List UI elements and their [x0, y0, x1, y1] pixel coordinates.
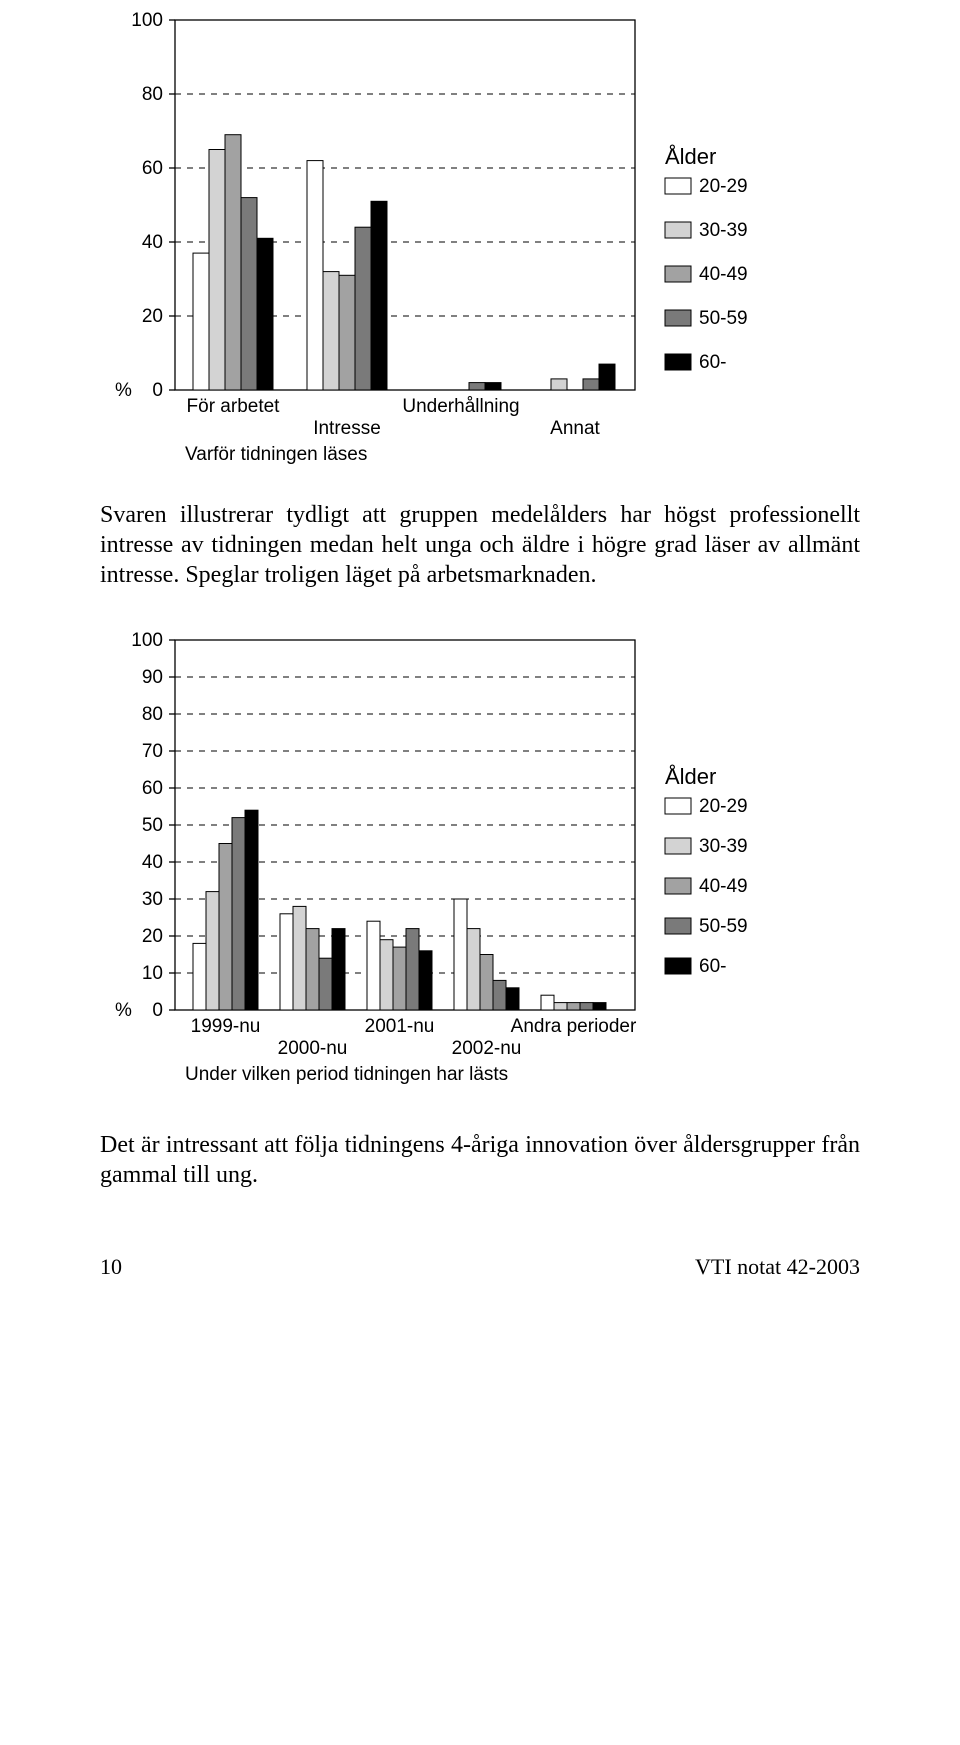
svg-text:30-39: 30-39	[699, 220, 748, 241]
svg-text:Varför tidningen läses: Varför tidningen läses	[185, 444, 367, 465]
chart-2-period-read: 0 10 20 30 40 50 60 70 80 90 100% 1999-nu 2000-nu 200…	[100, 630, 860, 1110]
svg-text:50-59: 50-59	[699, 308, 748, 329]
svg-text:40: 40	[142, 852, 163, 873]
svg-text:40-49: 40-49	[699, 264, 748, 285]
svg-text:2000-nu: 2000-nu	[278, 1038, 348, 1059]
paragraph-2: Det är intressant att följa tidningens 4…	[100, 1130, 860, 1190]
page-footer: 10 VTI notat 42-2003	[0, 1254, 960, 1310]
doc-reference: VTI notat 42-2003	[695, 1254, 860, 1280]
svg-text:1999-nu: 1999-nu	[191, 1016, 261, 1037]
svg-text:60: 60	[142, 778, 163, 799]
chart-1-why-read: 0 20 40 60 80 100% För arbetet Intresse Underhål…	[100, 10, 860, 480]
paragraph-1: Svaren illustrerar tydligt att gruppen m…	[100, 500, 860, 590]
svg-text:40: 40	[142, 232, 163, 253]
svg-text:2001-nu: 2001-nu	[365, 1016, 435, 1037]
svg-text:För arbetet: För arbetet	[187, 396, 281, 417]
svg-text:Andra perioder: Andra perioder	[511, 1016, 637, 1037]
svg-text:80: 80	[142, 704, 163, 725]
svg-text:90: 90	[142, 667, 163, 688]
svg-text:30-39: 30-39	[699, 836, 748, 857]
svg-text:30: 30	[142, 889, 163, 910]
svg-text:50-59: 50-59	[699, 916, 748, 937]
svg-text:Ålder: Ålder	[665, 764, 716, 789]
svg-text:100: 100	[131, 630, 163, 651]
svg-text:80: 80	[142, 84, 163, 105]
page-number: 10	[100, 1254, 122, 1280]
chart-1-svg: 0 20 40 60 80 100% För arbetet Intresse Underhål…	[100, 10, 860, 480]
svg-text:0: 0	[152, 380, 163, 401]
svg-text:20: 20	[142, 926, 163, 947]
svg-text:70: 70	[142, 741, 163, 762]
svg-text:10: 10	[142, 963, 163, 984]
svg-text:%: %	[115, 380, 132, 401]
svg-text:0: 0	[152, 1000, 163, 1021]
svg-text:20-29: 20-29	[699, 176, 748, 197]
svg-text:60: 60	[142, 158, 163, 179]
svg-text:20-29: 20-29	[699, 796, 748, 817]
svg-text:Under vilken period tidningen: Under vilken period tidningen har lästs	[185, 1064, 508, 1085]
chart-2-svg: 0 10 20 30 40 50 60 70 80 90 100% 1999-nu 2000-nu 200…	[100, 630, 860, 1110]
svg-text:100: 100	[131, 10, 163, 31]
svg-text:20: 20	[142, 306, 163, 327]
svg-text:Intresse: Intresse	[313, 418, 381, 439]
svg-text:2002-nu: 2002-nu	[452, 1038, 522, 1059]
svg-text:40-49: 40-49	[699, 876, 748, 897]
svg-text:Annat: Annat	[550, 418, 600, 439]
svg-text:60-: 60-	[699, 956, 726, 977]
svg-text:50: 50	[142, 815, 163, 836]
svg-text:Underhållning: Underhållning	[402, 396, 519, 417]
svg-text:Ålder: Ålder	[665, 144, 716, 169]
svg-text:60-: 60-	[699, 352, 726, 373]
svg-text:%: %	[115, 1000, 132, 1021]
